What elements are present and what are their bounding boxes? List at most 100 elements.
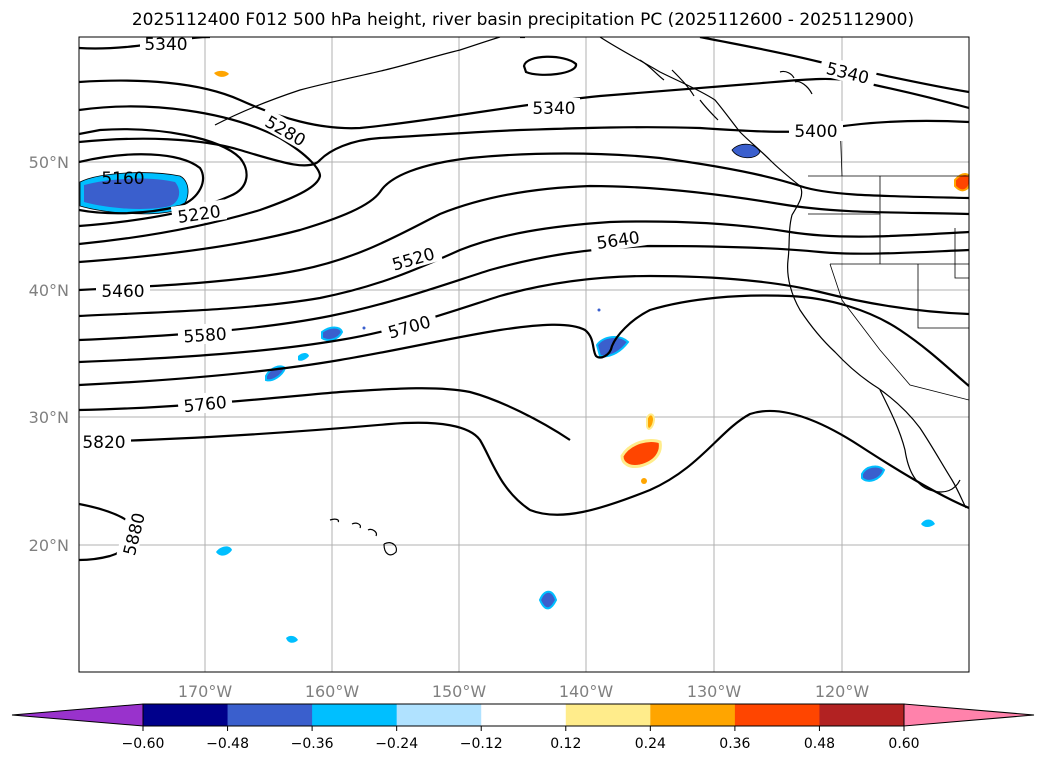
- colorbar-segment: [312, 704, 398, 726]
- colorbar-tick-label: −0.36: [291, 736, 334, 752]
- contour-label: 5760: [183, 393, 228, 417]
- colorbar-tick-label: −0.48: [206, 736, 249, 752]
- colorbar-tick-label: 0.60: [888, 736, 919, 752]
- lat-tick-label: 40°N: [29, 281, 69, 300]
- precip-negative-blob-a: [321, 326, 344, 341]
- contour-label: 5340: [532, 99, 575, 119]
- contour-5460: [79, 152, 969, 264]
- colorbar-tick-label: −0.12: [460, 736, 503, 752]
- contour-5340-northeast: [699, 37, 969, 94]
- colorbar-segment: [481, 704, 567, 726]
- figure-title: 2025112400 F012 500 hPa height, river ba…: [132, 10, 914, 30]
- contour-label: 5580: [183, 325, 228, 348]
- contour-label-bg: [177, 390, 233, 416]
- contour-5580: [79, 220, 969, 318]
- lon-tick-label: 130°W: [687, 682, 742, 701]
- lon-tick-label: 160°W: [305, 682, 360, 701]
- lat-axis: 50°N 40°N 30°N 20°N: [29, 153, 69, 555]
- precip-positive-northwest: [954, 173, 969, 192]
- colorbar-segment: [819, 704, 905, 726]
- contour-5520: [79, 184, 969, 292]
- contour-label-bg: [256, 107, 316, 153]
- contour-labels: 5340 5340 5340 5280 5400 5160 5220 5520 …: [79, 35, 878, 560]
- california-nevada-border: [829, 263, 969, 401]
- lon-tick-label: 120°W: [815, 682, 870, 701]
- lat-tick-label: 50°N: [29, 153, 69, 172]
- contour-label-bg: [528, 98, 580, 118]
- contour-label: 5820: [82, 433, 125, 453]
- colorbar-tick-label: 0.48: [804, 736, 835, 752]
- contour-5640: [79, 244, 969, 342]
- contour-label-bg: [588, 225, 648, 253]
- contour-5340-closed: [522, 55, 578, 76]
- map-content: 5340 5340 5340 5280 5400 5160 5220 5520 …: [79, 35, 969, 672]
- map-panel: 5340 5340 5340 5280 5400 5160 5220 5520 …: [78, 35, 970, 673]
- colorbar-tick-label: 0.24: [635, 736, 666, 752]
- contour-label-bg: [170, 199, 228, 227]
- contour-label: 5460: [101, 282, 144, 302]
- precip-positive-alaska: [214, 70, 229, 77]
- lat-tick-label: 20°N: [29, 536, 69, 555]
- contour-label-bg: [177, 322, 233, 346]
- precip-negative-mexico: [921, 519, 935, 527]
- precip-positive-subtropical: [620, 439, 662, 468]
- contour-label-bg: [818, 55, 878, 89]
- colorbar: −0.60 −0.48 −0.36 −0.24 −0.12 0.12 0.24 0.36 0.4…: [11, 703, 1035, 752]
- borders: [808, 121, 969, 401]
- precip-negative-speck: [597, 308, 601, 312]
- lat-tick-label: 30°N: [29, 408, 69, 427]
- contour-label-bg: [96, 281, 150, 301]
- hawaii-islands: [329, 518, 397, 556]
- colorbar-segment: [227, 704, 313, 726]
- precip-negative-southwest: [861, 465, 886, 482]
- precip-negative-blob-b: [298, 353, 309, 361]
- colorbar-segment: [565, 704, 651, 726]
- contour-label: 5160: [101, 169, 144, 189]
- contour-label-bg: [79, 432, 131, 452]
- colorbar-extend-high: [903, 703, 1035, 727]
- contour-label: 5340: [144, 35, 187, 55]
- precip-positive-dot: [641, 478, 647, 484]
- baja-california-coast: [879, 389, 961, 493]
- colorbar-tick-label: −0.60: [122, 736, 165, 752]
- alaska-panhandle-islands: [639, 59, 719, 121]
- map-background: [79, 37, 969, 672]
- contour-label-bg: [383, 240, 443, 276]
- lon-tick-label: 150°W: [432, 682, 487, 701]
- precip-negative-speck-2: [362, 326, 366, 330]
- alaska-peninsula-coast: [214, 37, 501, 126]
- colorbar-tick-label: 0.12: [550, 736, 581, 752]
- contour-label-bg: [789, 121, 843, 141]
- precip-negative-bc: [731, 143, 761, 159]
- lon-axis: 170°W 160°W 150°W 140°W 130°W 120°W: [178, 682, 870, 701]
- contour-5220: [79, 128, 248, 228]
- colorbar-frame: [142, 703, 905, 727]
- colorbar-segment: [650, 704, 736, 726]
- precip-negative-tropical: [538, 590, 558, 610]
- contour-label-bg: [140, 37, 192, 54]
- contour-5160: [79, 153, 205, 215]
- coastal-fragments: [779, 70, 813, 95]
- contour-label-bg: [116, 501, 150, 560]
- gridlines: [79, 37, 969, 672]
- colorbar-tick-label: 0.36: [719, 736, 750, 752]
- colorbar-extend-low: [11, 703, 144, 727]
- map-frame: [78, 36, 970, 673]
- precip-positive-small: [646, 413, 656, 430]
- contour-label: 5400: [794, 122, 837, 142]
- precip-shading: [79, 70, 969, 643]
- colorbar-tick-label: −0.24: [375, 736, 418, 752]
- lon-tick-label: 170°W: [178, 682, 233, 701]
- contour-5280: [79, 105, 322, 246]
- precip-negative-west-tropical: [216, 546, 232, 556]
- contour-5760: [79, 294, 969, 387]
- north-america-coast: [599, 37, 967, 509]
- colorbar-segment: [143, 704, 229, 726]
- contour-5700: [79, 274, 969, 364]
- precip-negative-core: [84, 178, 180, 209]
- colorbar-segment: [734, 704, 820, 726]
- precip-negative-far-south: [286, 635, 298, 643]
- contour-label-bg: [379, 308, 439, 344]
- contour-5820: [79, 409, 969, 516]
